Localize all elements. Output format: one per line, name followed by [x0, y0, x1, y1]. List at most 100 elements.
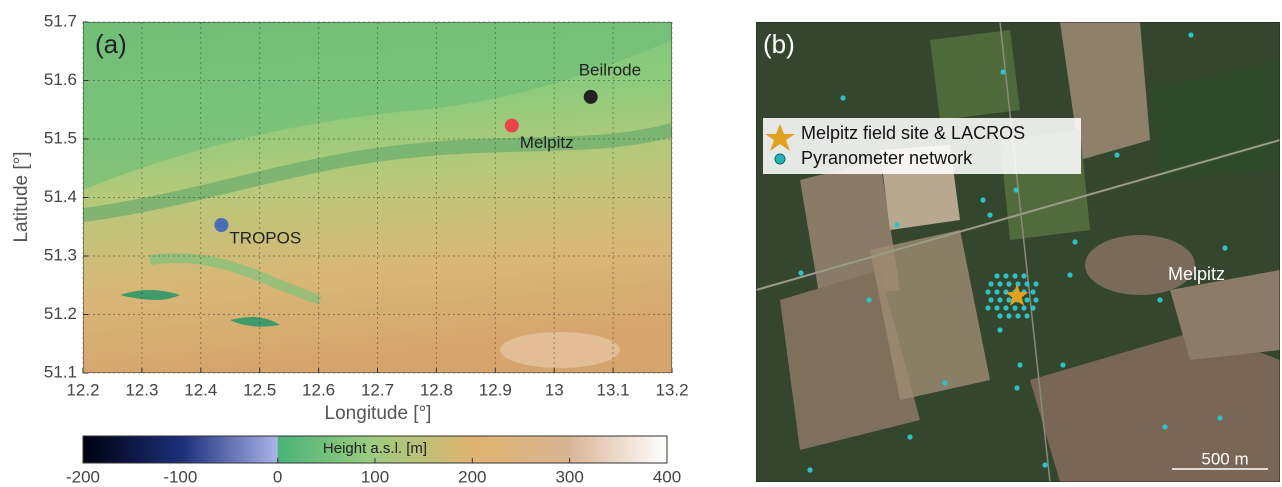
colorbar-tick-label: 200	[458, 467, 486, 486]
pyranometer	[994, 305, 1000, 311]
pyranometer	[994, 273, 1000, 279]
pyranometer	[1072, 239, 1078, 245]
pyranometer	[840, 95, 846, 101]
pyranometer	[1033, 297, 1039, 303]
pyranometer	[1017, 362, 1023, 368]
x-tick-label: 12.6	[302, 380, 335, 399]
pyranometer	[988, 297, 994, 303]
x-tick-label: 12.8	[420, 380, 453, 399]
terrain	[83, 22, 672, 373]
panel-label: (b)	[763, 29, 795, 59]
pyranometer	[907, 434, 913, 440]
x-tick-label: 13	[545, 380, 564, 399]
pyranometer	[1000, 69, 1006, 75]
pyranometer	[942, 380, 948, 386]
pyranometer	[1015, 313, 1021, 319]
pyranometer	[807, 467, 813, 473]
x-tick-label: 13.2	[655, 380, 688, 399]
pyranometer	[1006, 313, 1012, 319]
pyranometer	[798, 270, 804, 276]
pyranometer	[1030, 289, 1036, 295]
y-tick-label: 51.6	[44, 70, 77, 89]
pyranometer	[1033, 281, 1039, 287]
pyranometer	[1014, 385, 1020, 391]
pyranometer	[980, 197, 986, 203]
legend-box	[763, 118, 1081, 174]
pyranometer	[1042, 462, 1048, 468]
pyranometer	[987, 212, 993, 218]
colorbar-title: Height a.s.l. [m]	[323, 440, 427, 457]
pyranometer	[1114, 152, 1120, 158]
y-axis-title: Latitude [°]	[11, 151, 32, 242]
x-tick-label: 13.1	[597, 380, 630, 399]
pyranometer	[1003, 305, 1009, 311]
y-tick-label: 51.2	[44, 304, 77, 323]
pyranometer	[1012, 273, 1018, 279]
x-tick-label: 12.7	[361, 380, 394, 399]
site-label: Beilrode	[579, 60, 641, 79]
legend-dot	[774, 153, 786, 165]
colorbar-tick-label: 0	[273, 467, 282, 486]
colorbar-tick-label: 100	[361, 467, 389, 486]
legend-star	[765, 124, 795, 151]
site-point	[214, 217, 229, 232]
pyranometer	[1157, 297, 1163, 303]
x-tick-label: 12.9	[479, 380, 512, 399]
panel-label: (a)	[95, 29, 127, 59]
pyranometer	[985, 289, 991, 295]
colorbar-tick-label: 400	[653, 467, 681, 486]
colorbar-tick-label: -100	[163, 467, 197, 486]
pyranometer	[1024, 297, 1030, 303]
pyranometer	[1024, 281, 1030, 287]
pyranometer	[1015, 281, 1021, 287]
y-tick-label: 51.7	[44, 11, 77, 30]
pyranometer	[1021, 273, 1027, 279]
pyranometer	[1024, 313, 1030, 319]
x-tick-label: 12.5	[243, 380, 276, 399]
pyranometer	[1188, 32, 1194, 38]
site-label: Melpitz	[520, 133, 574, 152]
x-tick-label: 12.2	[66, 380, 99, 399]
site-point	[583, 89, 598, 104]
pyranometer	[894, 222, 900, 228]
pyranometer	[988, 281, 994, 287]
scale-label: 500 m	[1201, 449, 1248, 468]
pyranometer	[994, 289, 1000, 295]
pyranometer	[997, 281, 1003, 287]
pyranometer	[1003, 273, 1009, 279]
colorbar-tick-label: 300	[555, 467, 583, 486]
pyranometer	[1222, 245, 1228, 251]
x-tick-label: 12.3	[125, 380, 158, 399]
pyranometer	[997, 313, 1003, 319]
pyranometer	[997, 297, 1003, 303]
pyranometer	[1030, 305, 1036, 311]
y-tick-label: 51.1	[44, 362, 77, 381]
pyranometer	[1013, 187, 1019, 193]
colorbar-tick-label: -200	[66, 467, 100, 486]
y-tick-label: 51.4	[44, 187, 77, 206]
legend-label: Melpitz field site & LACROS	[801, 123, 1025, 143]
legend-label: Pyranometer network	[801, 148, 973, 168]
place-label: Melpitz	[1168, 264, 1225, 284]
pyranometer	[1060, 362, 1066, 368]
y-tick-label: 51.3	[44, 245, 77, 264]
site-point	[504, 118, 519, 133]
site-star	[1005, 284, 1029, 306]
y-tick-label: 51.5	[44, 128, 77, 147]
pyranometer	[1006, 281, 1012, 287]
pyranometer	[1217, 415, 1223, 421]
satellite-image	[756, 22, 1280, 482]
pyranometer	[1006, 297, 1012, 303]
pyranometer	[997, 327, 1003, 333]
pyranometer	[866, 297, 872, 303]
pyranometer	[1162, 424, 1168, 430]
x-tick-label: 12.4	[184, 380, 217, 399]
pyranometer	[985, 305, 991, 311]
pyranometer	[1067, 272, 1073, 278]
x-axis-title: Longitude [°]	[325, 403, 432, 424]
pyranometer	[1021, 305, 1027, 311]
pyranometer	[1012, 305, 1018, 311]
site-label: TROPOS	[229, 228, 301, 247]
